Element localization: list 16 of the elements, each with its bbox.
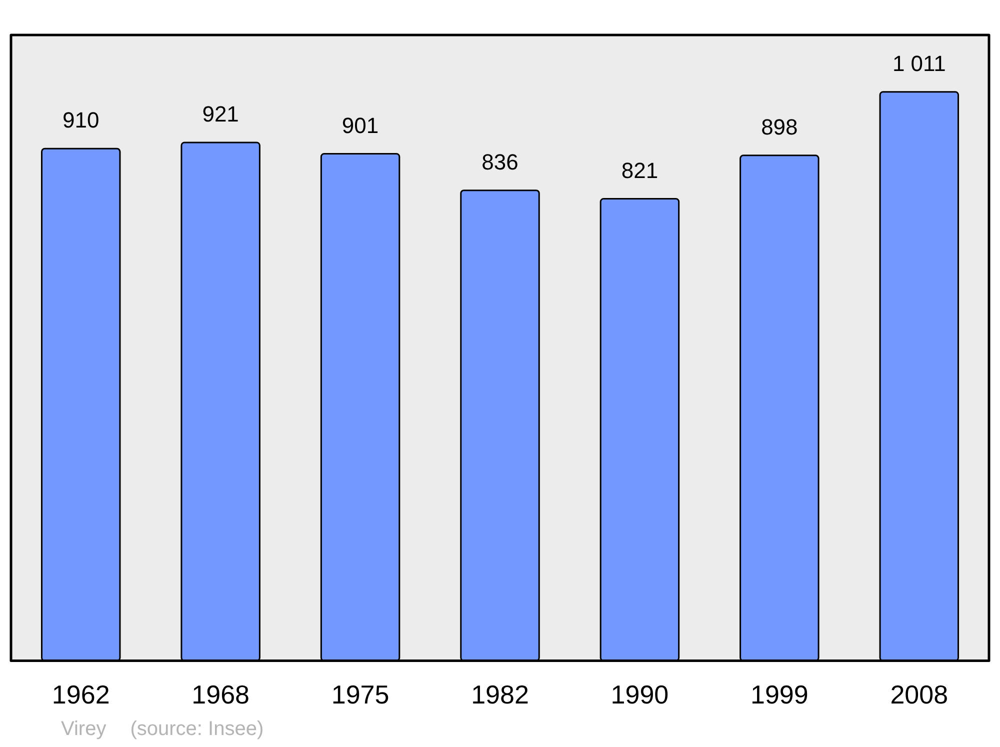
x-tick-label: 1982 — [471, 680, 529, 710]
x-tick-label: 1990 — [610, 680, 669, 710]
data-label: 1 011 — [892, 50, 946, 76]
data-label: 901 — [342, 112, 379, 138]
text: Virey — [61, 718, 106, 740]
x-tick-label: 1975 — [331, 680, 390, 710]
data-label: 821 — [621, 158, 658, 183]
x-tick-label: 1968 — [192, 680, 250, 710]
data-label: 836 — [482, 149, 518, 174]
x-tick-label: 2008 — [890, 680, 948, 710]
text: (source: Insee) — [130, 718, 264, 740]
data-label: 921 — [202, 102, 239, 127]
data-label: 898 — [761, 114, 798, 140]
x-tick-label: 1962 — [52, 680, 110, 710]
data-label: 910 — [62, 108, 100, 133]
x-tick-label: 1999 — [750, 680, 808, 710]
